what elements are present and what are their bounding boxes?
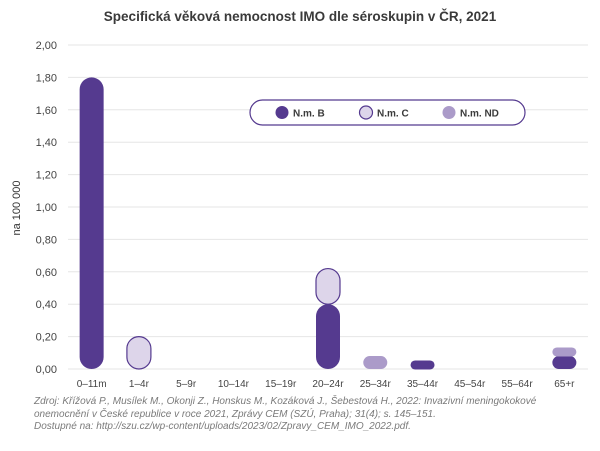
bar-n-m-b <box>410 360 435 370</box>
legend-frame <box>249 99 526 126</box>
source-line-1: Zdroj: Křížová P., Musílek M., Okonji Z.… <box>34 396 537 407</box>
y-tick-label: 1,60 <box>36 105 57 117</box>
y-tick-label: 0,20 <box>36 332 57 344</box>
chart-title: Specifická věková nemocnost IMO dle séro… <box>103 9 497 24</box>
legend: N.m. B N.m. C N.m. ND <box>249 99 526 126</box>
y-tick-label: 2,00 <box>36 40 57 52</box>
legend-swatch <box>358 105 374 120</box>
y-tick-label: 1,40 <box>36 137 57 149</box>
y-tick-label: 0,80 <box>36 234 57 246</box>
x-tick-label: 20–24r <box>312 379 344 390</box>
bars <box>79 77 577 370</box>
legend-swatch <box>275 106 289 119</box>
x-tick-label: 10–14r <box>218 379 250 390</box>
legend-label: N.m. B <box>293 109 325 120</box>
y-tick-label: 0,40 <box>36 299 57 311</box>
y-tick-label: 1,80 <box>36 72 57 84</box>
bar-n-m-b <box>79 77 104 370</box>
source-note: Zdroj: Křížová P., Musílek M., Okonji Z.… <box>34 396 574 434</box>
source-line-3: Dostupné na: http://szu.cz/wp-content/up… <box>34 421 411 432</box>
bar-n-m-b <box>552 356 577 369</box>
y-tick-label: 1,20 <box>36 170 57 182</box>
x-tick-label: 15–19r <box>265 379 297 390</box>
bar-n-m-c <box>126 336 152 370</box>
y-tick-label: 1,00 <box>36 202 57 214</box>
bar-n-m-nd <box>552 347 577 357</box>
y-axis-ticks: 0,00 0,20 0,40 0,60 0,80 1,00 1,20 1,40 1,60 1,80… <box>36 40 57 376</box>
x-tick-label: 55–64r <box>502 379 534 390</box>
legend-label: N.m. ND <box>460 109 499 120</box>
chart-area: 0,00 0,20 0,40 0,60 0,80 1,00 1,20 1,40 1,60 1,80… <box>11 40 588 390</box>
x-tick-label: 45–54r <box>454 379 486 390</box>
y-tick-label: 0,60 <box>36 267 57 279</box>
x-tick-label: 5–9r <box>176 379 197 390</box>
x-tick-label: 25–34r <box>360 379 392 390</box>
x-axis-ticks: 0–11m 1–4r 5–9r 10–14r 15–19r 20–24r 25–34r 35–… <box>77 379 575 390</box>
bar-n-m-c <box>315 267 341 305</box>
legend-label: N.m. C <box>377 109 409 120</box>
x-tick-label: 65+r <box>554 379 575 390</box>
y-tick-label: 0,00 <box>36 364 57 376</box>
bar-n-m-b <box>316 304 340 369</box>
x-tick-label: 0–11m <box>77 379 107 390</box>
y-axis-label: na 100 000 <box>11 180 23 235</box>
bar-n-m-nd <box>363 356 388 369</box>
x-tick-label: 35–44r <box>407 379 439 390</box>
source-line-2: onemocnění v České republice v roce 2021… <box>34 408 436 420</box>
x-tick-label: 1–4r <box>129 379 150 390</box>
legend-swatch <box>442 106 456 119</box>
